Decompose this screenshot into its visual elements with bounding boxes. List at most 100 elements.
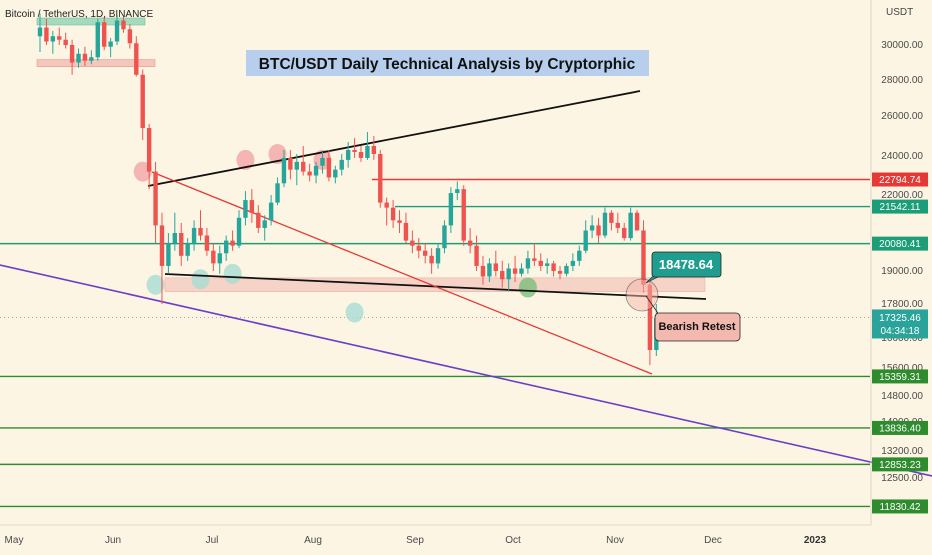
level-price-tag: [872, 236, 928, 251]
level-price-tag-text: 22794.74: [879, 175, 921, 186]
candle-body: [442, 225, 447, 249]
candle-body: [230, 240, 235, 246]
price-tick-label: 13200.00: [881, 446, 923, 457]
candle-body: [140, 74, 145, 128]
candle-body: [641, 230, 646, 285]
level-price-tag-text: 11830.42: [880, 502, 921, 513]
candle-body: [146, 128, 152, 172]
candle-body: [268, 202, 274, 221]
candle-body: [647, 284, 653, 350]
candle-body: [628, 212, 633, 239]
candle-body: [217, 253, 222, 264]
candle-body: [544, 263, 550, 266]
time-tick-label: Oct: [505, 535, 521, 546]
candle-body: [179, 233, 184, 256]
candle-body: [159, 225, 165, 266]
pivot-marker: [236, 149, 255, 170]
candle-body: [609, 212, 614, 223]
current-price-tag: [872, 309, 928, 339]
candle-body: [262, 220, 267, 228]
current-price-text: 17325.46: [879, 313, 921, 324]
level-price-tag: [872, 199, 928, 214]
candle-body: [326, 157, 332, 178]
candle-body: [512, 268, 518, 274]
candle-body: [307, 171, 312, 176]
candle-body: [525, 258, 531, 269]
candle-body: [249, 200, 255, 213]
support-zone: [164, 277, 706, 292]
candle-body: [519, 268, 524, 274]
candle-body: [461, 189, 466, 241]
candle-body: [577, 250, 582, 261]
candle-body: [570, 260, 576, 266]
level-price-tag-text: 20080.41: [879, 239, 921, 250]
price-tick-label: 15600.00: [881, 363, 923, 374]
candle-body: [583, 230, 588, 251]
price-tick-label: 30000.00: [881, 40, 923, 51]
pivot-marker: [146, 274, 165, 295]
candle-body: [57, 36, 62, 40]
candle-body: [564, 265, 569, 274]
level-price-tag-text: 15359.31: [879, 372, 921, 383]
countdown-text: 04:34:18: [881, 326, 920, 337]
candle-body: [89, 57, 94, 61]
candle-body: [153, 171, 158, 226]
candle-body: [467, 240, 473, 246]
level-price-tag: [872, 499, 928, 514]
candle-body: [435, 248, 441, 264]
price-callout-text: 18478.64: [659, 257, 714, 272]
price-tick-label: 12500.00: [881, 473, 923, 484]
candle-body: [474, 245, 479, 266]
candle-body: [487, 263, 492, 277]
top-zone: [36, 17, 146, 26]
candle-body: [281, 157, 287, 184]
annotation-text: Bearish Retest: [658, 321, 735, 333]
price-tick-label: 19000.00: [881, 266, 923, 277]
level-price-tag-text: 21542.11: [880, 202, 921, 213]
candle-body: [345, 150, 351, 160]
candle-body: [339, 159, 344, 170]
candle-body: [493, 263, 499, 271]
candle-body: [506, 268, 511, 280]
time-tick-label: Jun: [105, 535, 121, 546]
candle-body: [352, 150, 357, 152]
resistance-zone: [36, 59, 156, 67]
candle-body: [615, 222, 620, 228]
candle-body: [76, 53, 81, 63]
candle-body: [185, 243, 190, 256]
candle-body: [557, 271, 563, 274]
candle-body: [378, 154, 383, 203]
level-price-tag: [872, 457, 928, 472]
time-tick-label: 2023: [804, 535, 827, 546]
chart-title: BTC/USDT Daily Technical Analysis by Cry…: [259, 56, 636, 73]
upper-trendline: [147, 90, 641, 187]
candle-body: [37, 27, 43, 37]
time-tick-label: May: [5, 535, 24, 546]
candle-body: [63, 39, 68, 45]
candle-body: [50, 36, 56, 42]
candle-body: [114, 20, 120, 42]
candle-body: [166, 243, 171, 266]
candle-body: [532, 258, 537, 261]
candle-body: [320, 157, 325, 166]
axis-currency: USDT: [886, 7, 913, 18]
time-tick-label: Jul: [206, 535, 219, 546]
pivot-marker: [518, 277, 537, 298]
level-price-tag: [872, 172, 928, 187]
candle-body: [191, 227, 197, 244]
time-tick-label: Dec: [704, 535, 722, 546]
level-price-tag-text: 13836.40: [879, 423, 921, 434]
candle-body: [500, 271, 505, 280]
candle-body: [172, 233, 178, 244]
candle-body: [313, 165, 319, 176]
candle-body: [480, 265, 486, 277]
candle-body: [423, 250, 428, 256]
pivot-marker: [223, 263, 242, 284]
pivot-marker: [191, 269, 210, 290]
candle-body: [365, 146, 370, 158]
candle-body: [211, 250, 216, 264]
red-descending-trendline: [151, 171, 653, 375]
price-tick-label: 14800.00: [881, 391, 923, 402]
candle-body: [390, 207, 396, 221]
